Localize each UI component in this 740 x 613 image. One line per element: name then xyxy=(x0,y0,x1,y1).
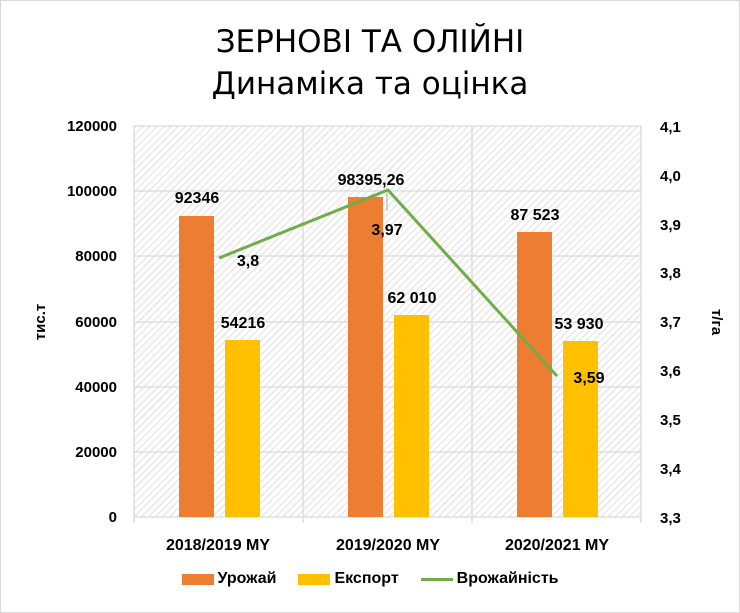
svg-text:3,5: 3,5 xyxy=(660,412,681,429)
bar-harvest-2020[interactable] xyxy=(517,232,552,517)
svg-text:3,59: 3,59 xyxy=(573,370,604,387)
series-yield-line[interactable] xyxy=(218,188,559,378)
svg-text:3,97: 3,97 xyxy=(371,222,402,239)
legend-label-harvest: Урожай xyxy=(217,570,277,587)
x-axis: 2018/2019 MY 2019/2020 MY 2020/2021 MY xyxy=(166,537,609,554)
harvest-swatch-icon xyxy=(181,573,214,585)
bar-export-2019[interactable] xyxy=(394,315,429,517)
y-axis-right-title: т/га xyxy=(708,309,725,336)
svg-text:62 010: 62 010 xyxy=(388,290,437,307)
series-export xyxy=(225,315,598,517)
bar-harvest-2018[interactable] xyxy=(179,216,214,517)
bar-export-2020[interactable] xyxy=(563,341,598,517)
svg-text:3,8: 3,8 xyxy=(237,253,259,270)
svg-text:60000: 60000 xyxy=(75,314,117,331)
svg-text:98395,26: 98395,26 xyxy=(338,172,405,189)
svg-text:0: 0 xyxy=(109,509,117,526)
legend-item-yield[interactable]: Врожайність xyxy=(420,570,559,588)
svg-text:120000: 120000 xyxy=(67,118,117,135)
gridlines xyxy=(133,125,642,523)
svg-text:87 523: 87 523 xyxy=(511,207,560,224)
svg-text:2018/2019 MY: 2018/2019 MY xyxy=(166,537,270,554)
svg-text:100000: 100000 xyxy=(67,183,117,200)
svg-text:3,3: 3,3 xyxy=(660,510,681,527)
svg-text:2019/2020 MY: 2019/2020 MY xyxy=(336,537,440,554)
data-labels-harvest: 92346 98395,26 87 523 xyxy=(175,172,560,224)
y-axis-right: 3,3 3,4 3,5 3,6 3,7 3,8 3,9 4,0 4,1 xyxy=(660,119,682,527)
svg-text:4,0: 4,0 xyxy=(660,168,681,185)
svg-text:3,9: 3,9 xyxy=(660,217,681,234)
legend-label-export: Експорт xyxy=(334,570,399,587)
svg-text:4,1: 4,1 xyxy=(660,119,681,136)
legend-label-yield: Врожайність xyxy=(456,570,559,587)
svg-text:40000: 40000 xyxy=(75,379,117,396)
svg-text:20000: 20000 xyxy=(75,444,117,461)
legend-item-export[interactable]: Експорт xyxy=(298,570,399,588)
export-swatch-icon xyxy=(298,573,331,585)
svg-text:2020/2021 MY: 2020/2021 MY xyxy=(505,537,609,554)
yield-line-icon xyxy=(420,577,453,581)
bar-harvest-2019[interactable] xyxy=(348,197,383,517)
y-axis-left-title: тис.т xyxy=(32,304,49,340)
svg-text:3,7: 3,7 xyxy=(660,314,681,331)
svg-text:3,6: 3,6 xyxy=(660,363,681,380)
y-axis-left: 0 20000 40000 60000 80000 100000 120000 xyxy=(67,118,117,526)
legend: Урожай Експорт Врожайність xyxy=(0,570,740,588)
chart-subtitle: Динаміка та оцінка xyxy=(211,66,529,102)
svg-text:3,4: 3,4 xyxy=(660,461,682,478)
data-labels-export: 54216 62 010 53 930 xyxy=(221,290,604,333)
legend-item-harvest[interactable]: Урожай xyxy=(181,570,277,588)
bar-export-2018[interactable] xyxy=(225,340,260,517)
svg-text:54216: 54216 xyxy=(221,315,266,332)
data-labels-yield: 3,8 3,97 3,59 xyxy=(237,222,605,387)
series-harvest xyxy=(179,197,552,517)
svg-text:92346: 92346 xyxy=(175,190,220,207)
svg-text:3,8: 3,8 xyxy=(660,265,681,282)
chart-title: ЗЕРНОВІ ТА ОЛІЙНІ xyxy=(215,24,525,60)
svg-text:53 930: 53 930 xyxy=(555,316,604,333)
svg-text:80000: 80000 xyxy=(75,248,117,265)
